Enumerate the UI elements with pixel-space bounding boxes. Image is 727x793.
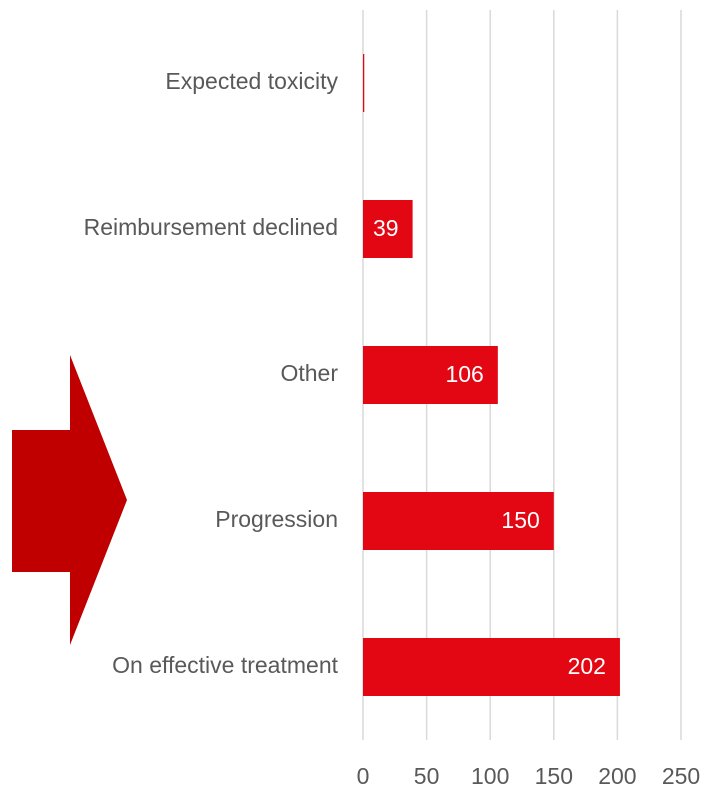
bar [363,346,498,404]
x-tick-label: 200 [598,763,636,789]
y-tick-label: Expected toxicity [165,68,338,94]
value-label: 202 [568,653,606,679]
y-tick-label: Progression [215,506,338,532]
x-tick-label: 250 [662,763,700,789]
x-tick-label: 150 [535,763,573,789]
x-tick-label: 50 [414,763,440,789]
bar [363,200,413,258]
y-tick-label: Other [280,360,338,386]
bar [363,638,620,696]
bar [363,54,365,112]
arrow [12,355,127,645]
x-tick-label: 100 [471,763,509,789]
value-label: 150 [501,507,539,533]
y-tick-label: On effective treatment [112,652,338,678]
value-label: 106 [445,361,483,387]
x-tick-label: 0 [357,763,370,789]
bar [363,492,554,550]
y-tick-label: Reimbursement declined [84,214,338,240]
value-label: 39 [373,215,399,241]
